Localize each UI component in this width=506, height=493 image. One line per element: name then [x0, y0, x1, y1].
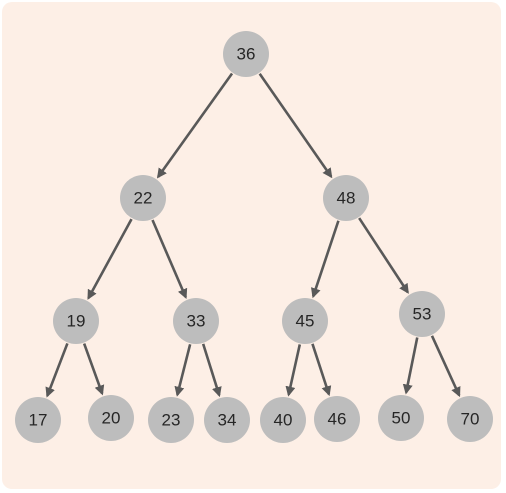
- tree-node-17: 17: [15, 397, 61, 443]
- node-circle: [314, 396, 360, 442]
- edge-n45-n46: [311, 343, 332, 397]
- node-circle: [53, 298, 99, 344]
- node-circle: [378, 395, 424, 441]
- node-label: 34: [218, 411, 237, 430]
- edge-n19-n17: [45, 342, 69, 398]
- edge-n48-n45: [311, 220, 340, 299]
- node-label: 53: [413, 305, 432, 324]
- tree-node-33: 33: [173, 298, 219, 344]
- node-circle: [447, 396, 493, 442]
- tree-node-53: 53: [399, 291, 445, 337]
- node-label: 70: [461, 410, 480, 429]
- node-label: 23: [162, 411, 181, 430]
- edge-n22-n19: [87, 218, 133, 300]
- node-circle: [204, 397, 250, 443]
- node-circle: [15, 397, 61, 443]
- node-label: 17: [29, 411, 48, 430]
- node-label: 45: [296, 312, 315, 331]
- tree-node-46: 46: [314, 396, 360, 442]
- node-circle: [323, 175, 369, 221]
- node-circle: [88, 395, 134, 441]
- node-circle: [223, 31, 269, 77]
- tree-node-48: 48: [323, 175, 369, 221]
- edge-n22-n33: [151, 219, 188, 299]
- tree-node-50: 50: [378, 395, 424, 441]
- node-circle: [173, 298, 219, 344]
- node-circle: [260, 397, 306, 443]
- edge-n36-n48: [258, 72, 333, 179]
- node-label: 20: [102, 409, 121, 428]
- node-label: 19: [67, 312, 86, 331]
- edge-n45-n40: [285, 344, 302, 397]
- edge-n19-n20: [82, 343, 105, 396]
- node-label: 48: [337, 189, 356, 208]
- edge-n33-n23: [174, 343, 192, 397]
- node-label: 46: [328, 410, 347, 429]
- edge-n53-n50: [402, 337, 419, 395]
- node-label: 22: [134, 189, 153, 208]
- nodes-layer: 36 22 48 19 33 45 53 17 20 23 34 40 46 50 70: [15, 31, 493, 443]
- node-circle: [399, 291, 445, 337]
- tree-node-34: 34: [204, 397, 250, 443]
- node-circle: [282, 298, 328, 344]
- tree-node-70: 70: [447, 396, 493, 442]
- node-circle: [148, 397, 194, 443]
- node-label: 36: [237, 45, 256, 64]
- tree-node-19: 19: [53, 298, 99, 344]
- edges-layer: [45, 72, 461, 398]
- tree-node-36: 36: [223, 31, 269, 77]
- tree-node-23: 23: [148, 397, 194, 443]
- edge-n53-n70: [430, 335, 461, 398]
- tree-node-22: 22: [120, 175, 166, 221]
- tree-node-20: 20: [88, 395, 134, 441]
- tree-node-45: 45: [282, 298, 328, 344]
- edge-n36-n22: [156, 72, 234, 179]
- node-label: 40: [274, 411, 293, 430]
- node-label: 33: [187, 312, 206, 331]
- node-circle: [120, 175, 166, 221]
- edge-n48-n53: [358, 217, 409, 294]
- edge-n33-n34: [201, 343, 222, 398]
- node-label: 50: [392, 409, 411, 428]
- tree-node-40: 40: [260, 397, 306, 443]
